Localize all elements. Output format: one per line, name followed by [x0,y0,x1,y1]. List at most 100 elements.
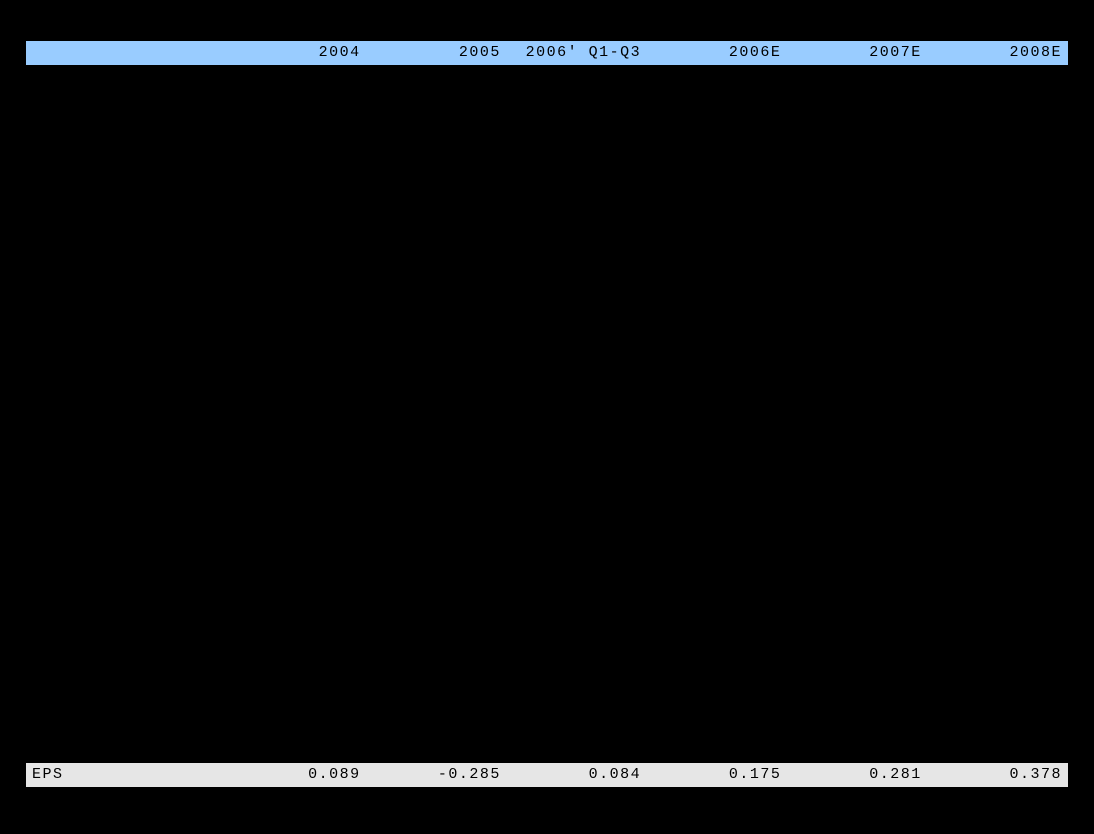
cell [787,378,927,402]
cell [226,330,366,354]
cell [647,306,787,330]
cell [26,474,226,498]
cell [26,162,226,186]
cell [928,186,1068,210]
cell [507,498,647,522]
cell [647,450,787,474]
cell [787,138,927,162]
cell [367,570,507,594]
cell [928,378,1068,402]
cell [226,690,366,714]
cell [928,306,1068,330]
cell [26,546,226,570]
cell [647,162,787,186]
cell [226,666,366,690]
cell [226,594,366,618]
cell [507,378,647,402]
cell [367,426,507,450]
cell [26,594,226,618]
cell [507,570,647,594]
table-row [26,378,1068,402]
cell [26,738,226,763]
cell [226,282,366,306]
table-row [26,306,1068,330]
table-row [26,354,1068,378]
cell [367,690,507,714]
cell [928,666,1068,690]
table-row [26,426,1068,450]
cell [928,474,1068,498]
cell [928,402,1068,426]
eps-cell: 0.378 [928,763,1068,788]
cell [26,522,226,546]
cell [226,258,366,282]
cell [647,330,787,354]
eps-label: EPS [26,763,226,788]
cell [226,546,366,570]
cell [226,186,366,210]
eps-cell: 0.089 [226,763,366,788]
cell [787,354,927,378]
cell [647,234,787,258]
cell [507,258,647,282]
header-cell [26,41,226,66]
cell [507,402,647,426]
cell [787,306,927,330]
cell [26,258,226,282]
cell [787,642,927,666]
cell [226,474,366,498]
cell [647,498,787,522]
table-row [26,618,1068,642]
cell [226,714,366,738]
cell [367,522,507,546]
cell [26,114,226,138]
cell [928,90,1068,114]
cell [647,522,787,546]
table-row [26,330,1068,354]
cell [928,330,1068,354]
cell [367,90,507,114]
cell [26,498,226,522]
cell [26,618,226,642]
cell [787,162,927,186]
cell [367,666,507,690]
cell [226,378,366,402]
cell [507,738,647,763]
cell [507,666,647,690]
cell [26,450,226,474]
cell [507,618,647,642]
cell [226,66,366,91]
cell [507,690,647,714]
cell [507,426,647,450]
cell [787,402,927,426]
cell [787,738,927,763]
table-row [26,738,1068,763]
cell [647,378,787,402]
header-cell: 2006E [647,41,787,66]
cell [367,66,507,91]
cell [928,282,1068,306]
table-row [26,66,1068,91]
cell [226,138,366,162]
cell [367,186,507,210]
cell [507,138,647,162]
cell [647,690,787,714]
cell [367,138,507,162]
cell [647,546,787,570]
cell [787,186,927,210]
cell [367,378,507,402]
cell [647,210,787,234]
table-row [26,714,1068,738]
cell [26,138,226,162]
cell [787,282,927,306]
cell [647,90,787,114]
cell [647,594,787,618]
cell [226,162,366,186]
cell [507,90,647,114]
cell [367,738,507,763]
table-header: 2004 2005 2006' Q1-Q3 2006E 2007E 2008E [26,41,1068,66]
cell [647,570,787,594]
table-row [26,114,1068,138]
cell [226,570,366,594]
table-row [26,210,1068,234]
